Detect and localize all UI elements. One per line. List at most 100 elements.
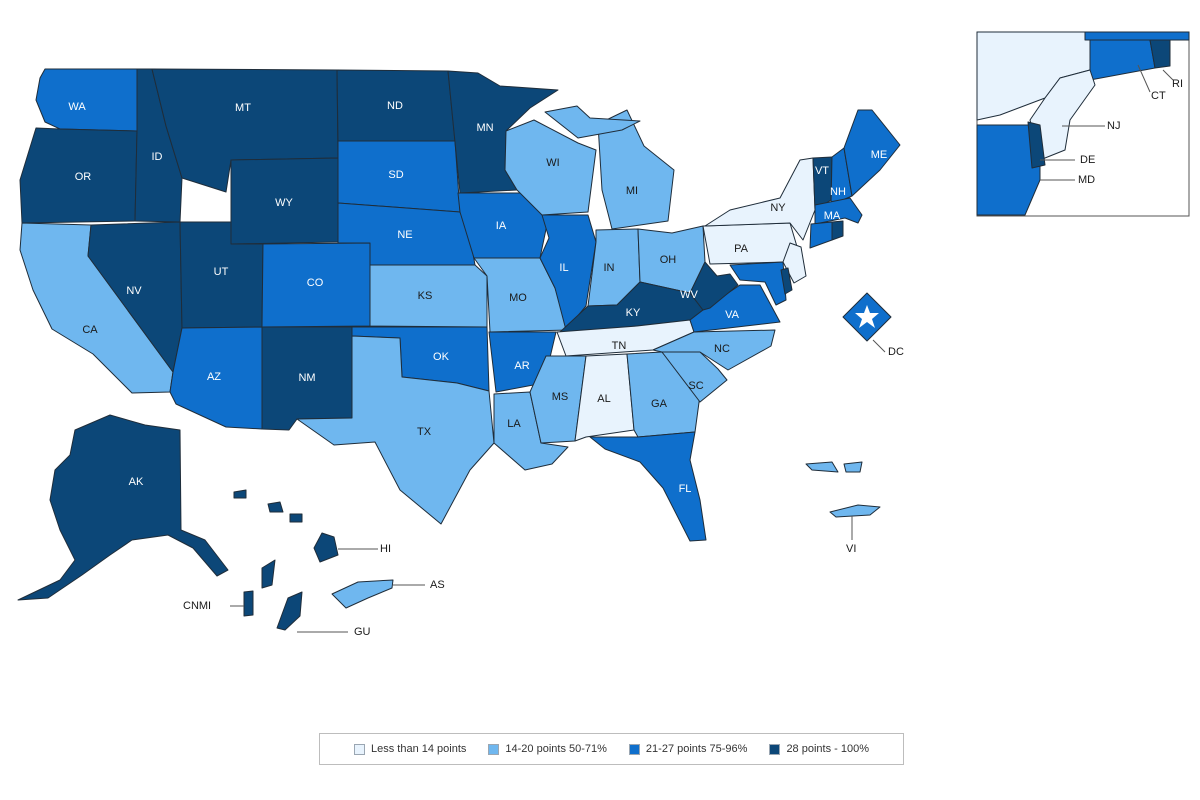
cnmi-island-2: [261, 559, 276, 589]
state-AK[interactable]: [17, 414, 229, 601]
state-WA[interactable]: [35, 68, 141, 132]
inset-CT[interactable]: [1089, 39, 1156, 81]
label-CA: CA: [82, 324, 98, 336]
state-labels: WA OR CA ID NV MT WY UT AZ CO NM ND SD N…: [68, 78, 1183, 638]
label-AK: AK: [129, 476, 144, 488]
label-MI: MI: [626, 185, 638, 197]
label-RI: RI: [1172, 78, 1183, 90]
label-IL: IL: [559, 262, 568, 274]
state-WI[interactable]: [504, 119, 597, 216]
state-MD[interactable]: [729, 261, 787, 306]
state-PA[interactable]: [702, 222, 799, 265]
dc-marker[interactable]: [842, 292, 892, 353]
legend-label: 28 points - 100%: [786, 743, 869, 755]
state-MS[interactable]: [529, 355, 587, 444]
label-TX: TX: [417, 426, 432, 438]
legend-label: Less than 14 points: [371, 743, 467, 755]
label-IA: IA: [496, 220, 507, 232]
label-WV: WV: [680, 289, 698, 301]
label-KY: KY: [626, 307, 641, 319]
label-MN: MN: [476, 122, 493, 134]
label-DC: DC: [888, 346, 904, 358]
label-MD: MD: [1078, 174, 1095, 186]
northeast-inset: [976, 31, 1190, 217]
legend-swatch: [354, 743, 365, 755]
legend-swatch: [769, 743, 781, 755]
territory-VI[interactable]: [829, 504, 881, 518]
state-CT[interactable]: [809, 221, 833, 249]
label-AL: AL: [597, 393, 610, 405]
label-NM: NM: [298, 372, 315, 384]
hi-island-1: [233, 489, 247, 499]
label-VA: VA: [725, 309, 740, 321]
state-MN[interactable]: [447, 70, 559, 194]
state-ME[interactable]: [843, 109, 901, 197]
state-HI[interactable]: [313, 532, 339, 563]
label-OK: OK: [433, 351, 450, 363]
territory-GU[interactable]: [276, 591, 303, 631]
label-CNMI: CNMI: [183, 600, 211, 612]
state-FL[interactable]: [589, 431, 707, 542]
label-CT: CT: [1151, 90, 1166, 102]
legend-swatch: [628, 743, 640, 755]
legend-item: Less than 14 points: [354, 743, 466, 755]
label-PA: PA: [734, 243, 749, 255]
label-CO: CO: [307, 277, 324, 289]
label-NC: NC: [714, 343, 730, 355]
state-AL[interactable]: [574, 353, 635, 442]
label-NJ: NJ: [1107, 120, 1120, 132]
label-NE: NE: [397, 229, 412, 241]
label-SC: SC: [688, 380, 703, 392]
label-MS: MS: [552, 391, 569, 403]
state-WV[interactable]: [689, 261, 739, 311]
label-DE: DE: [1080, 154, 1095, 166]
state-RI[interactable]: [831, 220, 844, 241]
label-WY: WY: [275, 197, 293, 209]
label-AS: AS: [430, 579, 445, 591]
vi-island-3: [843, 461, 863, 473]
state-MI-UP[interactable]: [544, 105, 641, 139]
label-MA: MA: [824, 210, 841, 222]
label-AZ: AZ: [207, 371, 221, 383]
star-icon: [855, 305, 879, 328]
state-DE[interactable]: [780, 267, 793, 295]
label-NY: NY: [770, 202, 786, 214]
label-FL: FL: [679, 483, 692, 495]
legend-item: 14-20 points 50-71%: [488, 743, 607, 755]
label-NV: NV: [126, 285, 142, 297]
state-TX[interactable]: [296, 335, 495, 525]
hi-island-3: [289, 513, 303, 523]
state-KS[interactable]: [369, 264, 488, 328]
label-MO: MO: [509, 292, 527, 304]
inset-MA[interactable]: [1084, 31, 1190, 41]
hi-island-2: [267, 501, 284, 513]
state-NC[interactable]: [652, 329, 776, 371]
label-HI: HI: [380, 543, 391, 555]
map-legend: Less than 14 points 14-20 points 50-71% …: [319, 733, 904, 765]
legend-item: 28 points - 100%: [769, 743, 869, 755]
state-NJ[interactable]: [782, 242, 807, 284]
inset-DE[interactable]: [1027, 121, 1046, 169]
label-WI: WI: [546, 157, 559, 169]
label-ME: ME: [871, 149, 888, 161]
label-ID: ID: [152, 151, 163, 163]
territory-CNMI[interactable]: [243, 590, 254, 617]
label-IN: IN: [604, 262, 615, 274]
label-VT: VT: [815, 165, 829, 177]
label-ND: ND: [387, 100, 403, 112]
legend-label: 21-27 points 75-96%: [645, 743, 748, 755]
label-NH: NH: [830, 186, 846, 198]
territory-AS[interactable]: [331, 579, 394, 609]
state-MI[interactable]: [597, 109, 675, 230]
label-OH: OH: [660, 254, 677, 266]
label-KS: KS: [418, 290, 433, 302]
label-OR: OR: [75, 171, 92, 183]
vi-island-2: [805, 461, 839, 473]
legend-label: 14-20 points 50-71%: [505, 743, 607, 755]
label-TN: TN: [612, 340, 627, 352]
label-UT: UT: [214, 266, 229, 278]
label-VI: VI: [846, 543, 856, 555]
label-LA: LA: [507, 418, 521, 430]
legend-swatch: [488, 743, 500, 755]
label-AR: AR: [514, 360, 529, 372]
